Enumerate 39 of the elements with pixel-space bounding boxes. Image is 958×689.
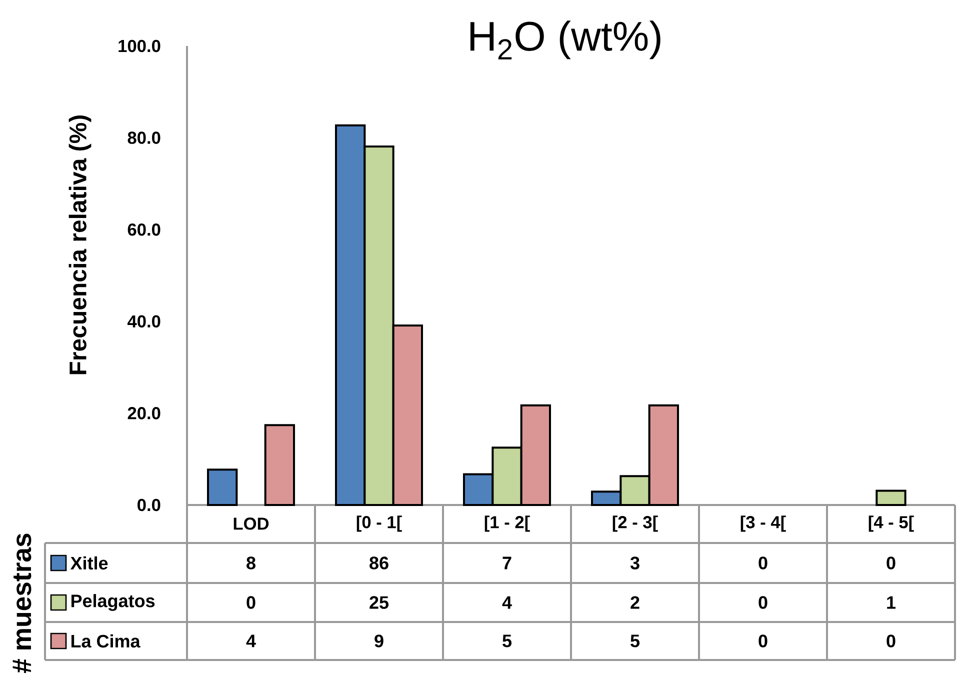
text: 0	[886, 634, 896, 648]
text: 25	[370, 596, 389, 609]
text: 0	[758, 556, 768, 570]
text: 9	[374, 634, 384, 648]
text: 0	[758, 634, 768, 648]
y-tick-label: 100.0	[118, 40, 160, 52]
legend-label: Pelagatos	[71, 594, 155, 611]
bar	[207, 468, 238, 506]
y-tick-label: 20.0	[128, 407, 160, 420]
legend-label: Xitle	[70, 556, 108, 570]
text: 4	[502, 596, 512, 609]
text: 0	[758, 596, 768, 609]
legend-label: La Cima	[71, 634, 140, 648]
x-tick-label: [2 - 3[	[612, 516, 658, 532]
y-tick-label: 80.0	[128, 132, 160, 144]
x-tick-label: [4 - 5[	[868, 516, 914, 532]
text: 5	[502, 634, 512, 648]
text: 5	[630, 634, 640, 648]
text: 1	[887, 596, 896, 609]
text: 7	[502, 556, 512, 570]
text: 0	[886, 556, 896, 570]
x-tick-label: [1 - 2[	[484, 516, 530, 532]
bar	[876, 490, 906, 506]
text: 3	[630, 556, 640, 570]
x-tick-label: LOD	[234, 518, 269, 530]
x-tick-label: [0 - 1[	[356, 516, 402, 532]
text: 0	[246, 596, 256, 609]
y-tick-label: 0.0	[138, 498, 160, 512]
y-tick-label: 60.0	[128, 223, 160, 236]
x-tick-label: [3 - 4[	[740, 516, 786, 532]
text: # muestras	[12, 534, 32, 673]
text: 8	[246, 556, 256, 570]
text: 86	[370, 556, 388, 570]
text: 2	[630, 596, 640, 609]
bar	[264, 424, 296, 506]
text: 4	[246, 634, 256, 648]
y-tick-label: 40.0	[128, 315, 160, 328]
y-axis-title: Frecuencia relativa (%)	[68, 116, 92, 374]
chart-title: H$_{2}$O (wt%)	[470, 20, 660, 60]
